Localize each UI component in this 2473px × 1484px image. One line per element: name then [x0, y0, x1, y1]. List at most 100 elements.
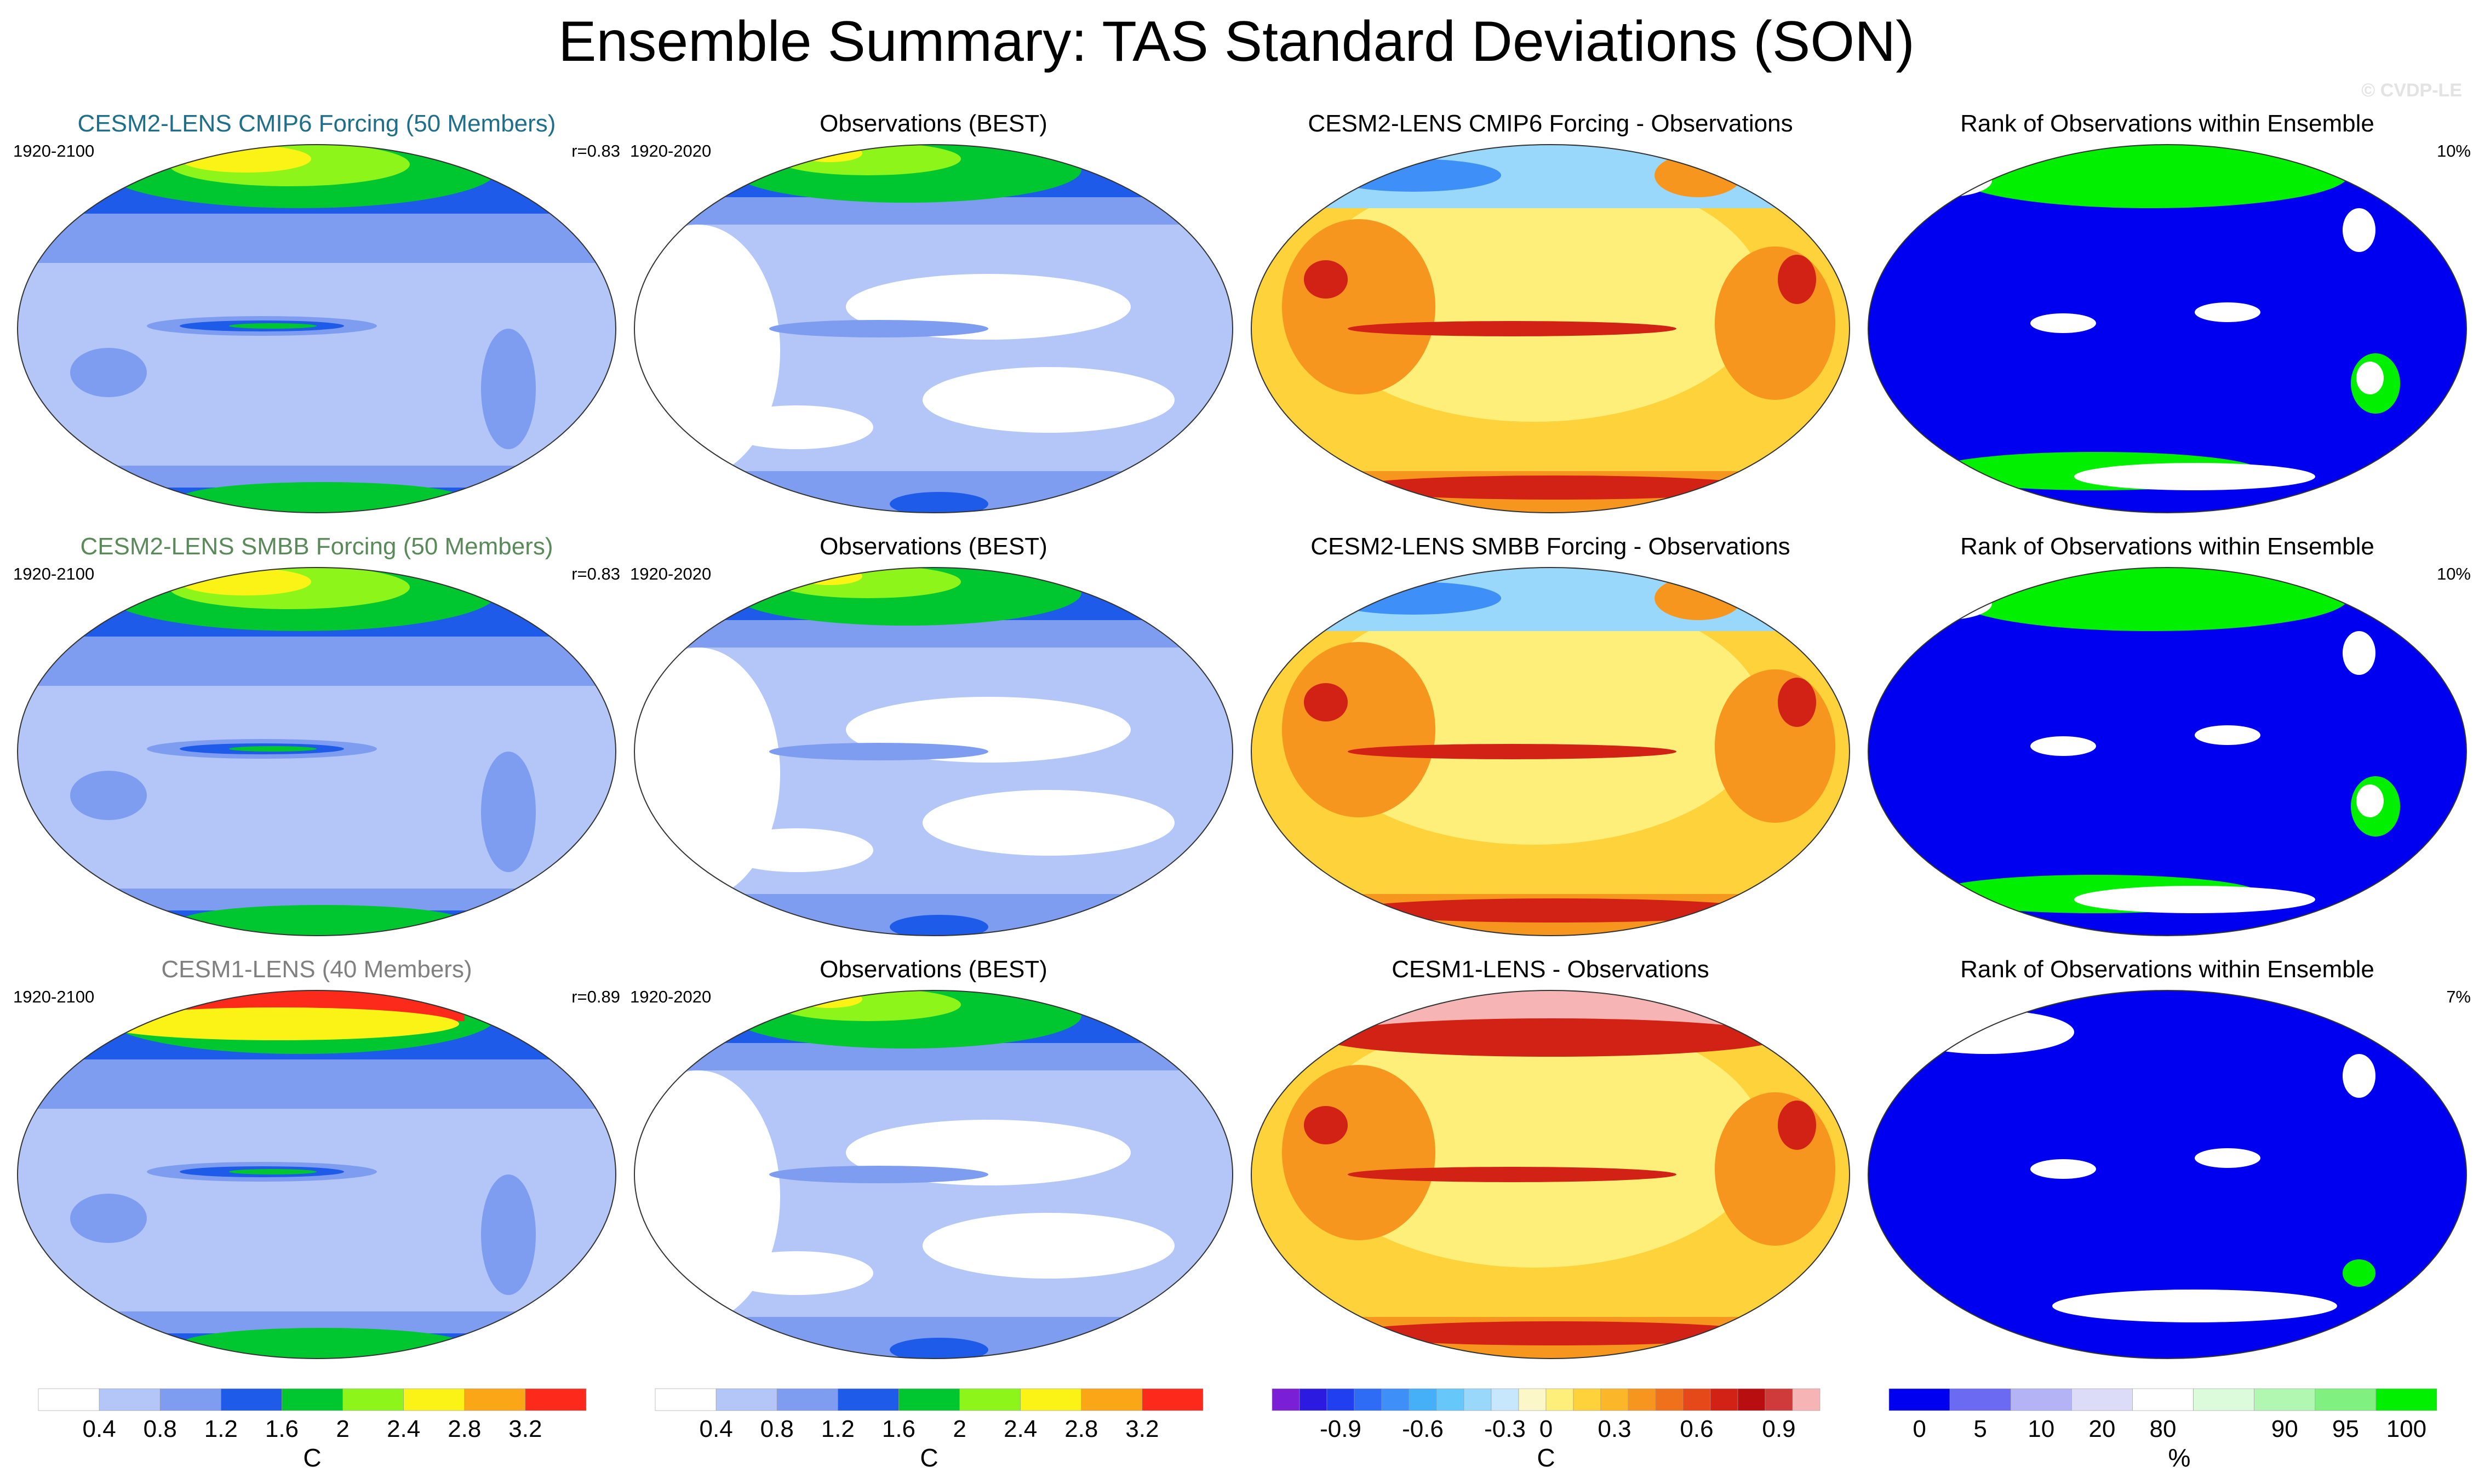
- colorbar-swatch: [159, 1388, 221, 1411]
- colorbar-swatch: [1682, 1388, 1711, 1411]
- obs-map: [634, 567, 1233, 936]
- panel-title: Rank of Observations within Ensemble: [1960, 956, 2374, 983]
- colorbar-tick-label: 95: [2332, 1416, 2359, 1442]
- colorbar-tick-label: 0.3: [1598, 1416, 1631, 1442]
- colorbar-swatch: [1518, 1388, 1547, 1411]
- colorbar-tick-label: 0.4: [700, 1416, 733, 1442]
- colorbar-tick-label: 1.2: [204, 1416, 238, 1442]
- panel-rank-percent: 10%: [2436, 141, 2471, 161]
- colorbar-tick-label: 2.8: [448, 1416, 481, 1442]
- colorbar-difference: -0.9 -0.6 -0.3 0 0.3 0.6 0.9: [1272, 1388, 1821, 1443]
- colorbar-swatch: [1436, 1388, 1464, 1411]
- colorbar-swatch: [1142, 1388, 1204, 1411]
- diff-map: [1251, 144, 1850, 513]
- colorbar-tick-label: 0: [1539, 1416, 1553, 1442]
- colorbar-tick-label: 2.4: [1004, 1416, 1037, 1442]
- colorbar-tick-label: -0.3: [1484, 1416, 1526, 1442]
- colorbar-tick-label: 2: [953, 1416, 966, 1442]
- panel-title: CESM2-LENS CMIP6 Forcing (50 Members): [77, 110, 556, 137]
- colorbar-tick-label: 3.2: [1125, 1416, 1159, 1442]
- colorbar-swatch: [2071, 1388, 2133, 1411]
- colorbar-swatch: [1326, 1388, 1355, 1411]
- obs-panel-row-3: Observations (BEST) 1920-2020: [627, 955, 1240, 1372]
- colorbar-swatch: [1949, 1388, 2011, 1411]
- colorbar-tick-label: 100: [2386, 1416, 2426, 1442]
- panel-period: 1920-2100: [13, 987, 95, 1006]
- panel-rank-percent: 10%: [2436, 564, 2471, 583]
- colorbar-tick-label: 2.8: [1064, 1416, 1098, 1442]
- colorbar-unit: %: [2168, 1443, 2191, 1472]
- colorbar-tick-label: -0.6: [1402, 1416, 1444, 1442]
- colorbar-swatch: [2010, 1388, 2072, 1411]
- panel-rank-percent: 7%: [2446, 987, 2471, 1006]
- rank-map: [1868, 144, 2467, 513]
- rank-panel-row-1: Rank of Observations within Ensemble 10%: [1861, 110, 2473, 526]
- colorbar-tick-label: 2: [336, 1416, 349, 1442]
- colorbar-swatch: [655, 1388, 717, 1411]
- colorbar-swatch: [1491, 1388, 1519, 1411]
- colorbar-swatch: [1272, 1388, 1300, 1411]
- panel-period: 1920-2020: [630, 987, 712, 1006]
- colorbar-swatch: [1299, 1388, 1327, 1411]
- colorbar-tick-label: 0.8: [144, 1416, 177, 1442]
- colorbar-tick-label: 0.6: [1680, 1416, 1713, 1442]
- model-map: [17, 567, 616, 936]
- panel-title: CESM2-LENS CMIP6 Forcing - Observations: [1308, 110, 1793, 137]
- panel-title: Observations (BEST): [820, 110, 1047, 137]
- colorbar-swatch: [1354, 1388, 1382, 1411]
- panel-title: Rank of Observations within Ensemble: [1960, 533, 2374, 560]
- rank-map: [1868, 990, 2467, 1359]
- colorbar-swatch: [1600, 1388, 1629, 1411]
- colorbar-swatch: [1081, 1388, 1143, 1411]
- colorbar-swatch: [2315, 1388, 2377, 1411]
- colorbar-rank: 0 5 10 20 80 90 95 100: [1888, 1388, 2437, 1443]
- colorbar-swatch: [1545, 1388, 1574, 1411]
- panel-title: CESM2-LENS SMBB Forcing (50 Members): [80, 533, 553, 560]
- colorbar-swatch: [221, 1388, 282, 1411]
- colorbar-tick-label: 80: [2150, 1416, 2177, 1442]
- colorbar-swatch: [99, 1388, 161, 1411]
- colorbar-swatch: [2254, 1388, 2316, 1411]
- obs-panel-row-1: Observations (BEST) 1920-2020: [627, 110, 1240, 526]
- panel-period: 1920-2020: [630, 564, 712, 583]
- colorbar-swatch: [1655, 1388, 1684, 1411]
- colorbar-swatch: [38, 1388, 100, 1411]
- model-panel-row-2: CESM2-LENS SMBB Forcing (50 Members) 1920…: [10, 532, 623, 949]
- colorbar-tick-label: -0.9: [1320, 1416, 1361, 1442]
- diff-panel-row-1: CESM2-LENS CMIP6 Forcing - Observations: [1244, 110, 1857, 526]
- diff-map: [1251, 990, 1850, 1359]
- model-panel-row-1: CESM2-LENS CMIP6 Forcing (50 Members) 192…: [10, 110, 623, 526]
- panel-period: 1920-2100: [13, 141, 95, 161]
- colorbar-swatch: [2193, 1388, 2254, 1411]
- panel-title: CESM1-LENS (40 Members): [161, 956, 472, 983]
- colorbar-tick-label: 1.6: [265, 1416, 299, 1442]
- panel-title: CESM1-LENS - Observations: [1392, 956, 1709, 983]
- colorbar-swatch: [898, 1388, 960, 1411]
- colorbar-tick-label: 90: [2271, 1416, 2298, 1442]
- colorbar-std-dev-model: 0.4 0.8 1.2 1.6 2 2.4 2.8 3.2: [38, 1388, 587, 1443]
- colorbar-tick-label: 1.2: [821, 1416, 855, 1442]
- colorbar-swatch: [2375, 1388, 2437, 1411]
- colorbar-swatch: [1792, 1388, 1821, 1411]
- model-panel-row-3: CESM1-LENS (40 Members) 1920-2100 r=0.89: [10, 955, 623, 1372]
- colorbar-unit: C: [1537, 1443, 1555, 1472]
- colorbar-swatch: [838, 1388, 899, 1411]
- panel-correlation: r=0.83: [571, 564, 620, 583]
- colorbar-tick-label: 0.8: [760, 1416, 794, 1442]
- colorbar-unit: C: [920, 1443, 938, 1472]
- colorbar-swatch: [1573, 1388, 1601, 1411]
- panel-period: 1920-2020: [630, 141, 712, 161]
- panel-period: 1920-2100: [13, 564, 95, 583]
- page-title: Ensemble Summary: TAS Standard Deviation…: [558, 10, 1915, 73]
- colorbar-swatch: [1888, 1388, 1950, 1411]
- colorbar-swatch: [1737, 1388, 1766, 1411]
- rank-map: [1868, 567, 2467, 936]
- colorbar-swatch: [342, 1388, 404, 1411]
- diff-map: [1251, 567, 1850, 936]
- colorbar-swatch: [464, 1388, 526, 1411]
- colorbar-swatch: [1409, 1388, 1437, 1411]
- panel-title: Rank of Observations within Ensemble: [1960, 110, 2374, 137]
- panel-title: CESM2-LENS SMBB Forcing - Observations: [1310, 533, 1790, 560]
- model-map: [17, 144, 616, 513]
- colorbar-std-dev-obs: 0.4 0.8 1.2 1.6 2 2.4 2.8 3.2: [655, 1388, 1204, 1443]
